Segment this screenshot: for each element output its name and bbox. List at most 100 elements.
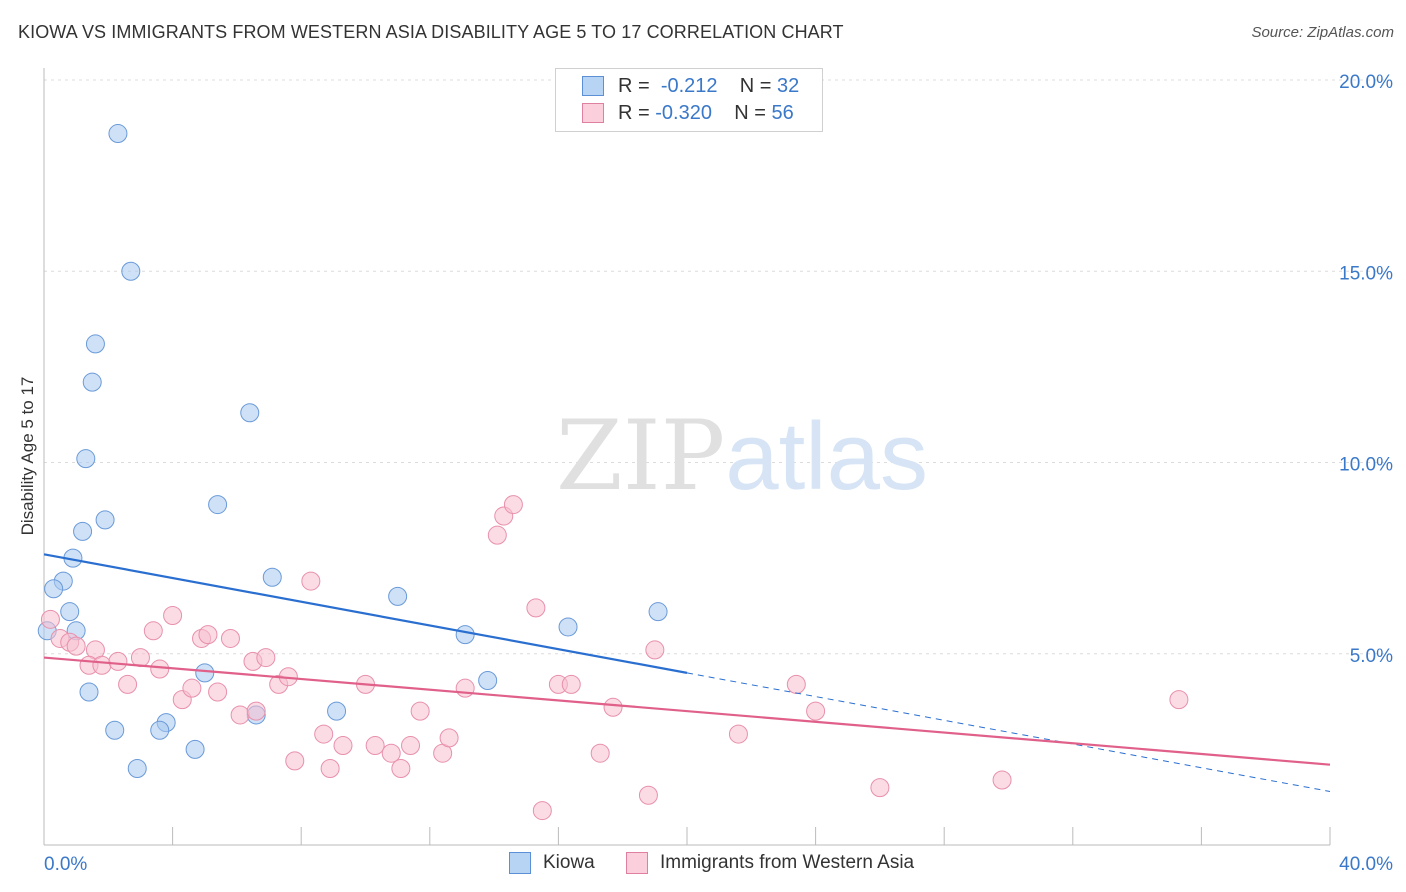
immigrants-point (645, 640, 665, 660)
y-axis-label: Disability Age 5 to 17 (18, 377, 37, 536)
legend-item-immigrants[interactable]: Immigrants from Western Asia (626, 852, 914, 874)
immigrants-point (365, 736, 385, 756)
series-legend: Kiowa Immigrants from Western Asia (0, 852, 1406, 878)
immigrants-point (728, 724, 748, 744)
kiowa-point (76, 449, 96, 469)
y-tick-labels: 5.0% 10.0% 15.0% 20.0% (1339, 72, 1393, 667)
source-label: Source: ZipAtlas.com (1251, 24, 1394, 41)
stats-legend: R = -0.212 N = 32 R = -0.320 N = 56 (555, 68, 823, 132)
immigrants-point (66, 636, 86, 656)
immigrants-point (590, 743, 610, 763)
immigrants-point (870, 778, 890, 798)
immigrants-point (786, 674, 806, 694)
legend-swatch-immigrants (626, 852, 648, 874)
immigrants-point (208, 682, 228, 702)
kiowa-point (73, 521, 93, 541)
y-tick-label: 5.0% (1350, 646, 1393, 667)
immigrants-point (40, 609, 60, 629)
immigrants-point (439, 728, 459, 748)
kiowa-point (44, 579, 64, 599)
kiowa-point (79, 682, 99, 702)
immigrants-point (108, 651, 128, 671)
kiowa-point (208, 495, 228, 515)
kiowa-point (150, 720, 170, 740)
legend-label-immigrants: Immigrants from Western Asia (660, 852, 915, 873)
immigrants-point (401, 736, 421, 756)
kiowa-point (558, 617, 578, 637)
x-tick-labels: 0.0% 40.0% (44, 854, 1393, 875)
axes (43, 68, 1331, 846)
r-value: -0.212 (660, 74, 718, 97)
kiowa-trend-line (43, 553, 688, 674)
kiowa-point (121, 261, 141, 281)
legend-swatch-immigrants (582, 103, 604, 123)
kiowa-point (240, 403, 260, 423)
grid-lines (44, 79, 1395, 655)
n-label: N = (734, 101, 766, 124)
chart-title: KIOWA VS IMMIGRANTS FROM WESTERN ASIA DI… (18, 22, 844, 42)
immigrants-point (163, 606, 183, 625)
y-tick-label: 15.0% (1339, 263, 1393, 284)
immigrants-point (333, 736, 353, 756)
immigrants-point (143, 621, 163, 641)
immigrants-point (246, 701, 266, 721)
kiowa-point (105, 720, 125, 740)
kiowa-point (127, 759, 147, 778)
x-tick-label: 40.0% (1339, 854, 1393, 875)
immigrants-point (150, 659, 170, 679)
r-label: R = (618, 74, 650, 97)
immigrants-point (1169, 690, 1189, 710)
immigrants-point (806, 701, 826, 721)
kiowa-point (82, 372, 102, 392)
y-tick-label: 20.0% (1339, 72, 1393, 93)
kiowa-point (85, 334, 105, 354)
immigrants-point (638, 785, 658, 805)
kiowa-point (95, 510, 115, 530)
immigrants-point (503, 495, 523, 515)
immigrants-point (391, 759, 411, 778)
kiowa-point (262, 567, 282, 587)
kiowa-point (185, 739, 205, 759)
r-value: -0.320 (655, 101, 712, 124)
immigrants-point (992, 770, 1012, 790)
legend-label-kiowa: Kiowa (543, 852, 595, 873)
watermark: ZIPatlas (556, 400, 928, 512)
legend-item-kiowa[interactable]: Kiowa (509, 852, 595, 874)
immigrants-point (532, 801, 552, 821)
watermark-zip: ZIP (556, 400, 726, 512)
y-tick-label: 10.0% (1339, 455, 1393, 476)
immigrants-point (285, 751, 305, 771)
n-value: 32 (777, 74, 800, 97)
immigrants-point (118, 674, 138, 694)
immigrants-point (561, 674, 581, 694)
immigrants-point (198, 625, 218, 645)
kiowa-trend-extension (686, 672, 1331, 792)
watermark-atlas: atlas (725, 403, 928, 510)
kiowa-point (648, 602, 668, 622)
data-points (37, 124, 1189, 821)
immigrants-point (526, 598, 546, 618)
n-value: 56 (771, 101, 794, 124)
immigrants-point (487, 525, 507, 545)
legend-row-immigrants: R = -0.320 N = 56 (582, 100, 794, 126)
immigrants-point (256, 648, 276, 668)
immigrants-point (410, 701, 430, 721)
immigrants-point (130, 648, 150, 668)
immigrants-point (455, 678, 475, 698)
kiowa-point (108, 124, 128, 144)
kiowa-point (60, 602, 80, 622)
immigrants-point (301, 571, 321, 591)
kiowa-point (327, 701, 347, 721)
immigrants-point (603, 697, 623, 717)
r-label: R = (618, 101, 650, 124)
kiowa-point (478, 671, 498, 691)
immigrants-point (220, 628, 240, 648)
immigrants-point (230, 705, 250, 725)
immigrants-point (314, 724, 334, 744)
immigrants-point (381, 743, 401, 763)
immigrants-point (92, 655, 112, 675)
kiowa-point (455, 625, 475, 645)
immigrants-point (320, 759, 340, 778)
legend-row-kiowa: R = -0.212 N = 32 (582, 73, 799, 99)
